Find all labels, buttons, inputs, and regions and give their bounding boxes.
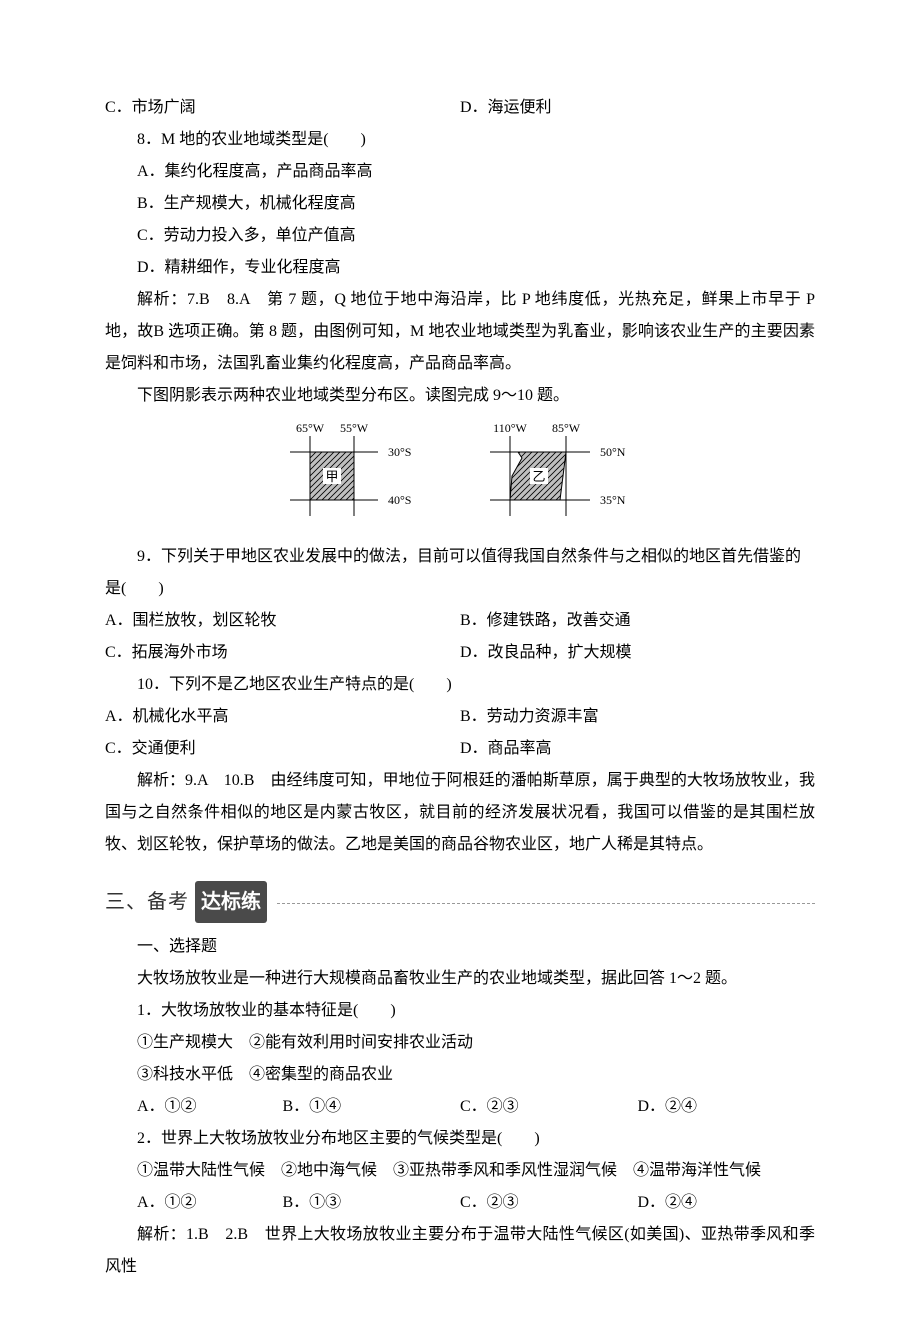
q8-stem: 8．M 地的农业地域类型是( ) [105, 124, 815, 156]
q7-option-c: C．市场广阔 [105, 99, 196, 116]
q7-options-cd: C．市场广阔 D．海运便利 [105, 92, 815, 124]
q1-option-a: A．①② [105, 1091, 283, 1123]
q9-option-d: D．改良品种，扩大规模 [460, 644, 632, 661]
q1-opts-line1: ①生产规模大 ②能有效利用时间安排农业活动 [105, 1027, 815, 1059]
q8-option-c: C．劳动力投入多，单位产值高 [105, 220, 815, 252]
q10-row1: A．机械化水平高 B．劳动力资源丰富 [105, 701, 815, 733]
q1-opts-line2: ③科技水平低 ④密集型的商品农业 [105, 1059, 815, 1091]
q8-option-a: A．集约化程度高，产品商品率高 [105, 156, 815, 188]
svg-text:110°W: 110°W [493, 421, 527, 435]
q9-stem: 9．下列关于甲地区农业发展中的做法，目前可以值得我国自然条件与之相似的地区首先借… [105, 541, 815, 605]
svg-text:50°N: 50°N [600, 445, 626, 459]
answer-9-10: 解析：9.A 10.B 由经纬度可知，甲地位于阿根廷的潘帕斯草原，属于典型的大牧… [105, 765, 815, 861]
q10-option-a: A．机械化水平高 [105, 708, 229, 725]
svg-text:65°W: 65°W [296, 421, 325, 435]
q2-opts-line: ①温带大陆性气候 ②地中海气候 ③亚热带季风和季风性湿润气候 ④温带海洋性气候 [105, 1155, 815, 1187]
q9-option-a: A．围栏放牧，划区轮牧 [105, 612, 277, 629]
svg-text:55°W: 55°W [340, 421, 369, 435]
q1-option-d: D．②④ [638, 1091, 816, 1123]
lead-1-2: 大牧场放牧业是一种进行大规模商品畜牧业生产的农业地域类型，据此回答 1～2 题。 [105, 963, 815, 995]
svg-text:40°S: 40°S [388, 493, 411, 507]
q2-option-a: A．①② [105, 1187, 283, 1219]
page: C．市场广阔 D．海运便利 8．M 地的农业地域类型是( ) A．集约化程度高，… [0, 0, 920, 1343]
q10-row2: C．交通便利 D．商品率高 [105, 733, 815, 765]
q8-option-d: D．精耕细作，专业化程度高 [105, 252, 815, 284]
q9-row1: A．围栏放牧，划区轮牧 B．修建铁路，改善交通 [105, 605, 815, 637]
q10-option-b: B．劳动力资源丰富 [460, 708, 599, 725]
section-3-dashline [277, 903, 815, 904]
answer-1-2: 解析：1.B 2.B 世界上大牧场放牧业主要分布于温带大陆性气候区(如美国)、亚… [105, 1219, 815, 1283]
section-3-prefix: 三、备考 [105, 882, 189, 922]
q2-choices: A．①② B．①③ C．②③ D．②④ [105, 1187, 815, 1219]
q1-stem: 1．大牧场放牧业的基本特征是( ) [105, 995, 815, 1027]
q1-choices: A．①② B．①④ C．②③ D．②④ [105, 1091, 815, 1123]
mcq-heading: 一、选择题 [105, 931, 815, 963]
q10-option-d: D．商品率高 [460, 740, 552, 757]
q2-option-c: C．②③ [460, 1187, 638, 1219]
q8-option-b: B．生产规模大，机械化程度高 [105, 188, 815, 220]
q9-row2: C．拓展海外市场 D．改良品种，扩大规模 [105, 637, 815, 669]
q10-stem: 10．下列不是乙地区农业生产特点的是( ) [105, 669, 815, 701]
q2-stem: 2．世界上大牧场放牧业分布地区主要的气候类型是( ) [105, 1123, 815, 1155]
section-3-badge: 达标练 [195, 881, 267, 923]
q7-option-d: D．海运便利 [460, 99, 552, 116]
q2-option-d: D．②④ [638, 1187, 816, 1219]
svg-text:85°W: 85°W [552, 421, 581, 435]
q1-option-b: B．①④ [283, 1091, 461, 1123]
q1-option-c: C．②③ [460, 1091, 638, 1123]
svg-text:35°N: 35°N [600, 493, 626, 507]
svg-text:乙: 乙 [532, 469, 545, 484]
section-3-heading: 三、备考 达标练 [105, 881, 815, 923]
svg-text:甲: 甲 [325, 469, 338, 484]
answer-7-8: 解析：7.B 8.A 第 7 题，Q 地位于地中海沿岸，比 P 地纬度低，光热充… [105, 284, 815, 380]
map-diagram-svg: 65°W 55°W 30°S 40°S 甲 110°W 85°W [260, 418, 660, 528]
q10-option-c: C．交通便利 [105, 740, 196, 757]
figure-9-10: 65°W 55°W 30°S 40°S 甲 110°W 85°W [105, 418, 815, 533]
q9-option-b: B．修建铁路，改善交通 [460, 612, 631, 629]
lead-9-10: 下图阴影表示两种农业地域类型分布区。读图完成 9～10 题。 [105, 380, 815, 412]
q9-option-c: C．拓展海外市场 [105, 644, 228, 661]
svg-text:30°S: 30°S [388, 445, 411, 459]
q2-option-b: B．①③ [283, 1187, 461, 1219]
